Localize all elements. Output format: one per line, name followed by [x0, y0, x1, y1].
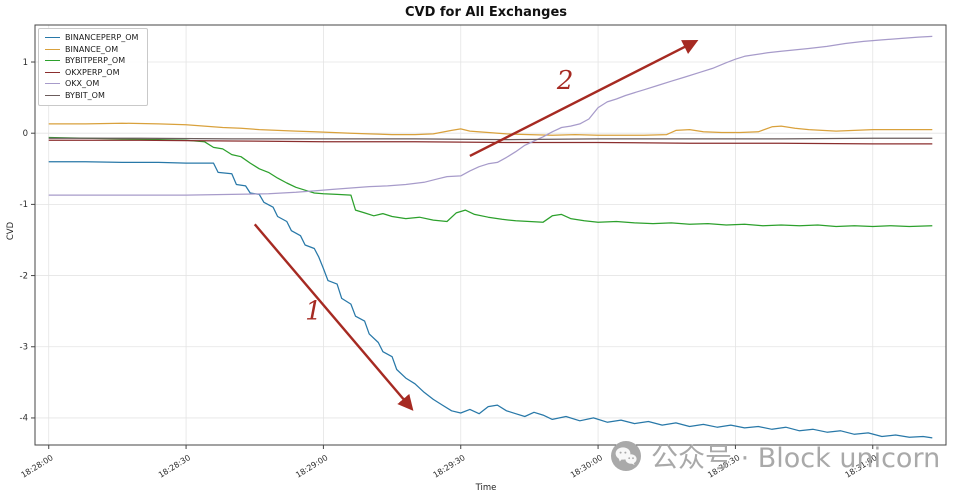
- annotation-label-2: 2: [556, 66, 574, 96]
- watermark-text: 公众号 · Block unicorn: [651, 443, 941, 474]
- y-tick-label: -2: [20, 271, 28, 281]
- legend-item-BINANCE_OM: BINANCE_OM: [45, 45, 138, 54]
- legend-item-BYBIT_OM: BYBIT_OM: [45, 91, 138, 100]
- legend-label: BINANCEPERP_OM: [65, 33, 139, 42]
- series-line-BINANCEPERP_OM: [48, 161, 933, 439]
- legend-label: BYBITPERP_OM: [65, 56, 126, 65]
- legend-item-BYBITPERP_OM: BYBITPERP_OM: [45, 56, 138, 65]
- y-tick-label: -3: [20, 343, 28, 353]
- series-line-BYBIT_OM: [48, 137, 933, 141]
- y-tick-label: -1: [20, 200, 28, 210]
- legend-swatch: [45, 48, 60, 50]
- legend-label: BYBIT_OM: [65, 90, 105, 100]
- x-tick-label: 18:29:00: [294, 453, 329, 480]
- series-line-BINANCE_OM: [48, 122, 933, 136]
- y-axis-label: CVD: [6, 221, 16, 241]
- y-tick-label: 1: [23, 58, 28, 68]
- series-line-OKXPERP_OM: [48, 139, 933, 145]
- annotation-arrow-1: [253, 223, 414, 411]
- legend-swatch: [45, 83, 60, 84]
- y-tick-label: -4: [20, 414, 28, 424]
- legend-item-OKX_OM: OKX_OM: [45, 79, 138, 88]
- legend-swatch: [45, 71, 60, 73]
- legend-swatch: [45, 37, 60, 38]
- annotation-label-1: 1: [305, 297, 322, 327]
- legend-label: BINANCE_OM: [65, 44, 119, 54]
- x-axis-label: Time: [475, 483, 497, 493]
- series-line-BYBITPERP_OM: [48, 136, 933, 228]
- watermark: 公众号 · Block unicorn: [610, 436, 940, 475]
- plot-border: [34, 24, 947, 446]
- series-line-OKX_OM: [48, 35, 933, 196]
- legend-label: OKX_OM: [65, 79, 100, 88]
- x-tick-label: 18:30:00: [569, 453, 604, 480]
- x-tick-label: 18:28:00: [20, 453, 55, 480]
- legend-item-OKXPERP_OM: OKXPERP_OM: [45, 68, 138, 77]
- legend-label: OKXPERP_OM: [65, 67, 120, 77]
- x-tick-label: 18:29:30: [432, 453, 467, 480]
- x-tick-label: 18:28:30: [157, 453, 192, 480]
- y-tick-label: 0: [23, 129, 28, 139]
- legend-swatch: [45, 60, 60, 61]
- chart-title: CVD for All Exchanges: [404, 5, 568, 20]
- annotation-arrow-2: [469, 39, 699, 158]
- legend-swatch: [45, 94, 60, 96]
- legend: BINANCEPERP_OM BINANCE_OM BYBITPERP_OM OKXP…: [38, 28, 149, 106]
- wechat-icon: [611, 440, 641, 471]
- legend-item-BINANCEPERP_OM: BINANCEPERP_OM: [45, 33, 138, 42]
